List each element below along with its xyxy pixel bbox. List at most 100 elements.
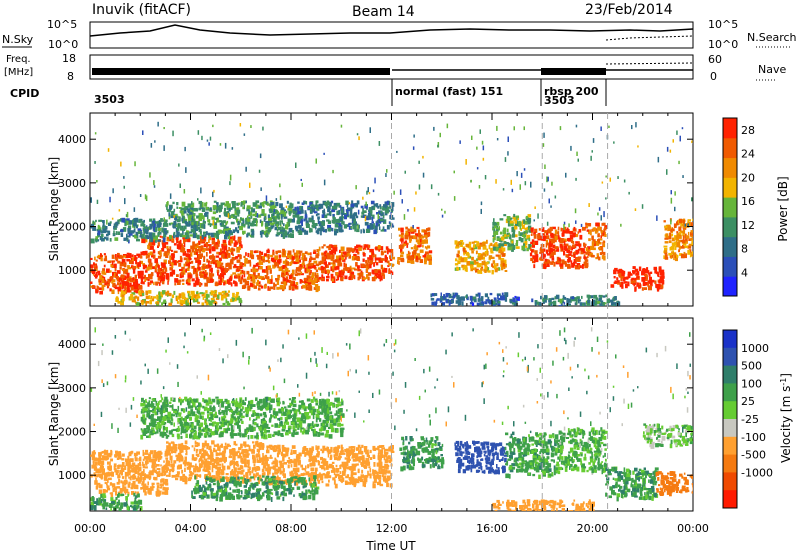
power-colorbar-tick: 12 — [741, 219, 755, 232]
power-colorbar-swatch — [723, 236, 737, 257]
power-band-1 — [140, 235, 243, 287]
power-colorbar-tick: 20 — [741, 171, 755, 184]
freq-tick-top: 18 — [62, 52, 76, 65]
cpid-guide-lines — [391, 113, 609, 511]
power-colorbar-swatch — [723, 157, 737, 178]
velocity-band-3 — [191, 475, 320, 502]
power-scatter — [90, 121, 693, 231]
ytick-label: 1000 — [58, 264, 86, 277]
velocity-band-8 — [504, 431, 559, 479]
power-band-13 — [610, 266, 665, 292]
xtick-label: 12:00 — [376, 522, 408, 535]
xtick-label: 00:00 — [74, 522, 106, 535]
velocity-colorbar-swatch — [723, 454, 737, 473]
power-colorbar-swatch — [723, 197, 737, 218]
power-colorbar-swatch — [723, 216, 737, 238]
freq-unit: [MHz] — [4, 67, 33, 78]
power-band-0 — [90, 252, 144, 297]
nsky-label: N.Sky — [2, 33, 34, 46]
velocity-band-9 — [555, 427, 608, 475]
velocity-colorbar-swatch — [723, 347, 737, 367]
power-band-5 — [165, 200, 294, 240]
velocity-colorbar-label: Velocity [m s-1] — [779, 373, 794, 463]
cpid-label: CPID — [10, 87, 39, 100]
velocity-colorbar-tick: -100 — [741, 431, 766, 444]
velocity-band-11 — [655, 471, 693, 497]
power-colorbar-label: Power [dB] — [776, 176, 790, 241]
velocity-colorbar-tick: -25 — [741, 413, 759, 426]
xtick-label: 04:00 — [175, 522, 207, 535]
velocity-band-1 — [165, 440, 269, 485]
power-band-4 — [90, 217, 169, 244]
nsearch-tick-bottom: 10^0 — [708, 38, 738, 51]
power-band-6 — [291, 200, 395, 236]
nave-tick-top: 60 — [708, 53, 722, 66]
nsearch-label: N.Search — [747, 31, 797, 44]
power-colorbar-tick: 24 — [741, 148, 755, 161]
velocity-band-6 — [399, 436, 445, 472]
velocity-band-5 — [140, 396, 345, 440]
velocity-colorbar-tick: 25 — [741, 395, 755, 408]
velocity-colorbar-frame — [722, 329, 738, 509]
power-ylabel: Slant Range [km] — [47, 157, 61, 261]
nsky-tick-bottom: 10^0 — [48, 38, 78, 51]
xtick-label: 16:00 — [476, 522, 508, 535]
velocity-colorbar-tick: -1000 — [741, 466, 773, 479]
colorbar-layer: 4 8 12 16 20 24 28 1000 500 100 25 -25 -100 -500 -1000 — [722, 117, 773, 509]
power-colorbar-swatch — [723, 137, 737, 159]
velocity-colorbar-tick: 1000 — [741, 342, 769, 355]
velocity-data-layer — [90, 327, 693, 511]
nsky-tick-top: 10^5 — [47, 18, 77, 31]
cpid-segment-1: normal (fast) 151 — [395, 85, 503, 98]
cpid-segment-0: 3503 — [94, 93, 125, 106]
power-band-15 — [430, 292, 520, 306]
freq-trace-segment-a — [92, 68, 390, 75]
power-colorbar-swatch — [723, 118, 737, 139]
power-band-8 — [397, 226, 433, 265]
nave-tick-bottom: 0 — [710, 70, 717, 83]
velocity-colorbar-swatch — [723, 330, 737, 349]
velocity-colorbar-swatch — [723, 365, 737, 384]
velocity-band-4 — [90, 492, 143, 511]
velocity-band-12 — [642, 423, 693, 449]
velocity-band-0 — [90, 449, 169, 497]
freq-trace-segment-c — [541, 68, 606, 75]
date-title: 23/Feb/2014 — [585, 2, 673, 18]
ytick-label: 2000 — [58, 221, 86, 234]
xtick-label: 00:00 — [677, 522, 709, 535]
xtick-label: 08:00 — [275, 522, 307, 535]
station-title: Inuvik (fitACF) — [92, 2, 191, 18]
velocity-colorbar-tick: 500 — [741, 360, 762, 373]
freq-label: Freq. — [6, 54, 31, 65]
nsky-trace — [89, 24, 694, 37]
cpid-segment-3: 3503 — [544, 94, 575, 107]
ytick-label: 4000 — [58, 338, 86, 351]
power-colorbar-frame — [722, 117, 738, 297]
power-band-12 — [585, 222, 608, 261]
velocity-colorbar-swatch — [723, 490, 737, 509]
ytick-label: 4000 — [58, 133, 86, 146]
velocity-band-10 — [605, 466, 659, 502]
velocity-colorbar-swatch — [723, 401, 737, 420]
axes-layer: 1000 2000 3000 4000 1000 2000 3000 4000 00:00 04:… — [58, 113, 709, 535]
power-colorbar-tick: 16 — [741, 195, 755, 208]
velocity-colorbar-swatch — [723, 436, 737, 456]
velocity-scatter — [90, 327, 691, 436]
power-band-10 — [492, 213, 534, 252]
power-colorbar-tick: 28 — [741, 124, 755, 137]
power-band-14 — [663, 218, 693, 262]
nsearch-trace — [605, 35, 694, 41]
cpid-segment-2: rbsp 200 — [544, 85, 599, 98]
velocity-colorbar-tick: 100 — [741, 377, 762, 390]
ytick-label: 1000 — [58, 469, 86, 482]
power-colorbar-tick: 4 — [741, 266, 748, 279]
velocity-colorbar-tick: -500 — [741, 449, 766, 462]
velocity-colorbar-swatch — [723, 383, 737, 402]
velocity-band-2 — [266, 444, 395, 489]
velocity-ylabel: Slant Range [km] — [47, 362, 61, 466]
ytick-label: 2000 — [58, 426, 86, 439]
beam-title: Beam 14 — [352, 4, 415, 20]
power-data-layer — [90, 121, 693, 306]
